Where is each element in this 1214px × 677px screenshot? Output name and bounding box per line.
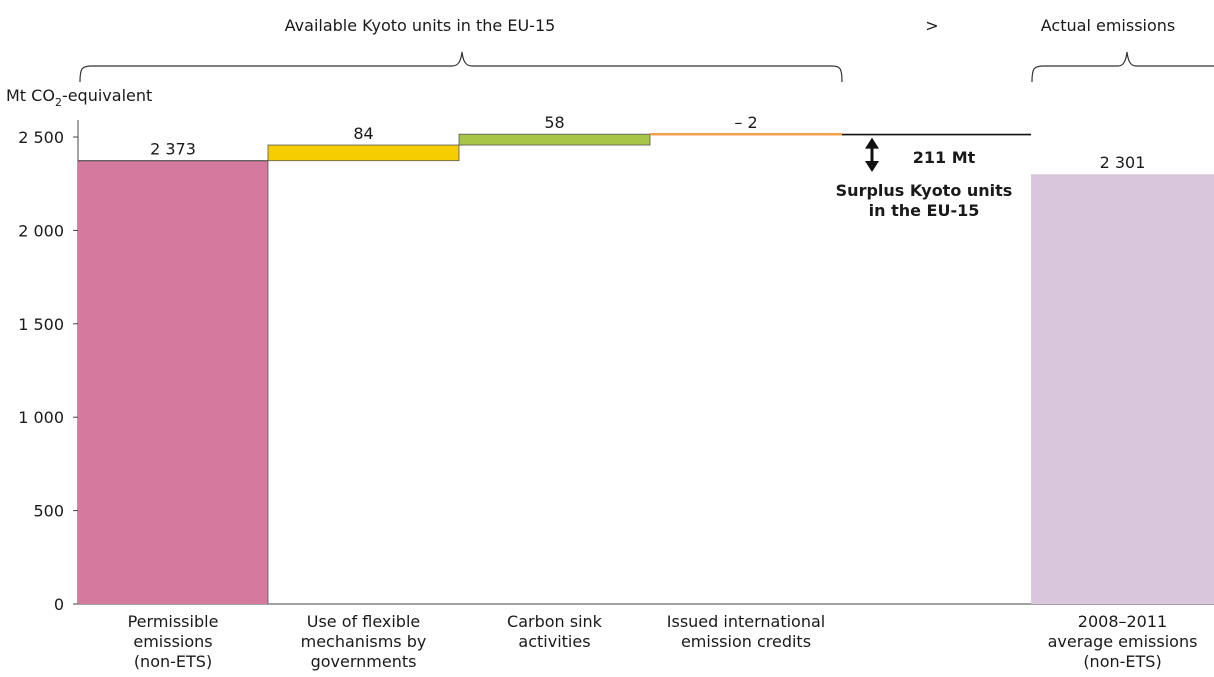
category-label: Carbon sink activities bbox=[507, 612, 603, 651]
category-label-line: Permissible bbox=[128, 612, 219, 631]
y-tick-label: 0 bbox=[54, 595, 64, 614]
y-tick-label: 1 000 bbox=[18, 408, 64, 427]
category-label-line: (non-ETS) bbox=[134, 652, 212, 671]
category-label-line: Issued international bbox=[667, 612, 825, 631]
category-label-line: Use of flexible bbox=[307, 612, 420, 631]
category-label-line: Carbon sink bbox=[507, 612, 603, 631]
header-actual-emissions: Actual emissions bbox=[1041, 16, 1175, 35]
category-label-line: (non-ETS) bbox=[1083, 652, 1161, 671]
y-tick-label: 1 500 bbox=[18, 315, 64, 334]
surplus-label-line: Surplus Kyoto units bbox=[836, 181, 1013, 200]
category-label: Use of flexible mechanisms by governments bbox=[301, 612, 427, 671]
bar bbox=[78, 160, 268, 604]
bar bbox=[267, 144, 460, 162]
available-units-brace bbox=[79, 51, 843, 83]
bar-value-label: 58 bbox=[544, 113, 564, 132]
y-tick-label: 2 500 bbox=[18, 128, 64, 147]
arrow-down-icon bbox=[865, 161, 879, 172]
surplus-label-line: in the EU-15 bbox=[869, 201, 980, 220]
category-label: 2008–2011 average emissions (non-ETS) bbox=[1048, 612, 1198, 671]
bar bbox=[458, 133, 651, 146]
category-label: Permissible emissions (non-ETS) bbox=[128, 612, 219, 671]
category-label-line: emissions bbox=[133, 632, 212, 651]
bar-value-label: 2 301 bbox=[1100, 153, 1146, 172]
surplus-value: 211 Mt bbox=[913, 148, 976, 167]
bar-value-label: 84 bbox=[353, 124, 373, 143]
category-label-line: governments bbox=[311, 652, 417, 671]
bars-group bbox=[78, 132, 1214, 604]
category-label: Issued international emission credits bbox=[667, 612, 825, 651]
arrow-up-icon bbox=[865, 137, 879, 149]
category-label-line: 2008–2011 bbox=[1078, 612, 1167, 631]
actual-emissions-brace bbox=[1031, 51, 1214, 83]
category-label-line: emission credits bbox=[681, 632, 811, 651]
y-tick-label: 500 bbox=[33, 502, 64, 521]
header-greater-than: > bbox=[925, 16, 938, 35]
category-label-line: activities bbox=[518, 632, 590, 651]
category-labels: Permissible emissions (non-ETS)Use of flex… bbox=[128, 612, 1198, 671]
bar-value-labels: 2 373 84 58 – 2 2 301 bbox=[150, 113, 1145, 172]
category-label-line: average emissions bbox=[1048, 632, 1198, 651]
category-label-line: mechanisms by bbox=[301, 632, 427, 651]
y-axis-label: Mt CO2-equivalent bbox=[6, 86, 152, 109]
header-available-units: Available Kyoto units in the EU-15 bbox=[285, 16, 556, 35]
bar bbox=[1031, 174, 1214, 604]
y-tick-label: 2 000 bbox=[18, 221, 64, 240]
bar-value-label: 2 373 bbox=[150, 140, 196, 159]
bar-value-label: – 2 bbox=[734, 113, 757, 132]
